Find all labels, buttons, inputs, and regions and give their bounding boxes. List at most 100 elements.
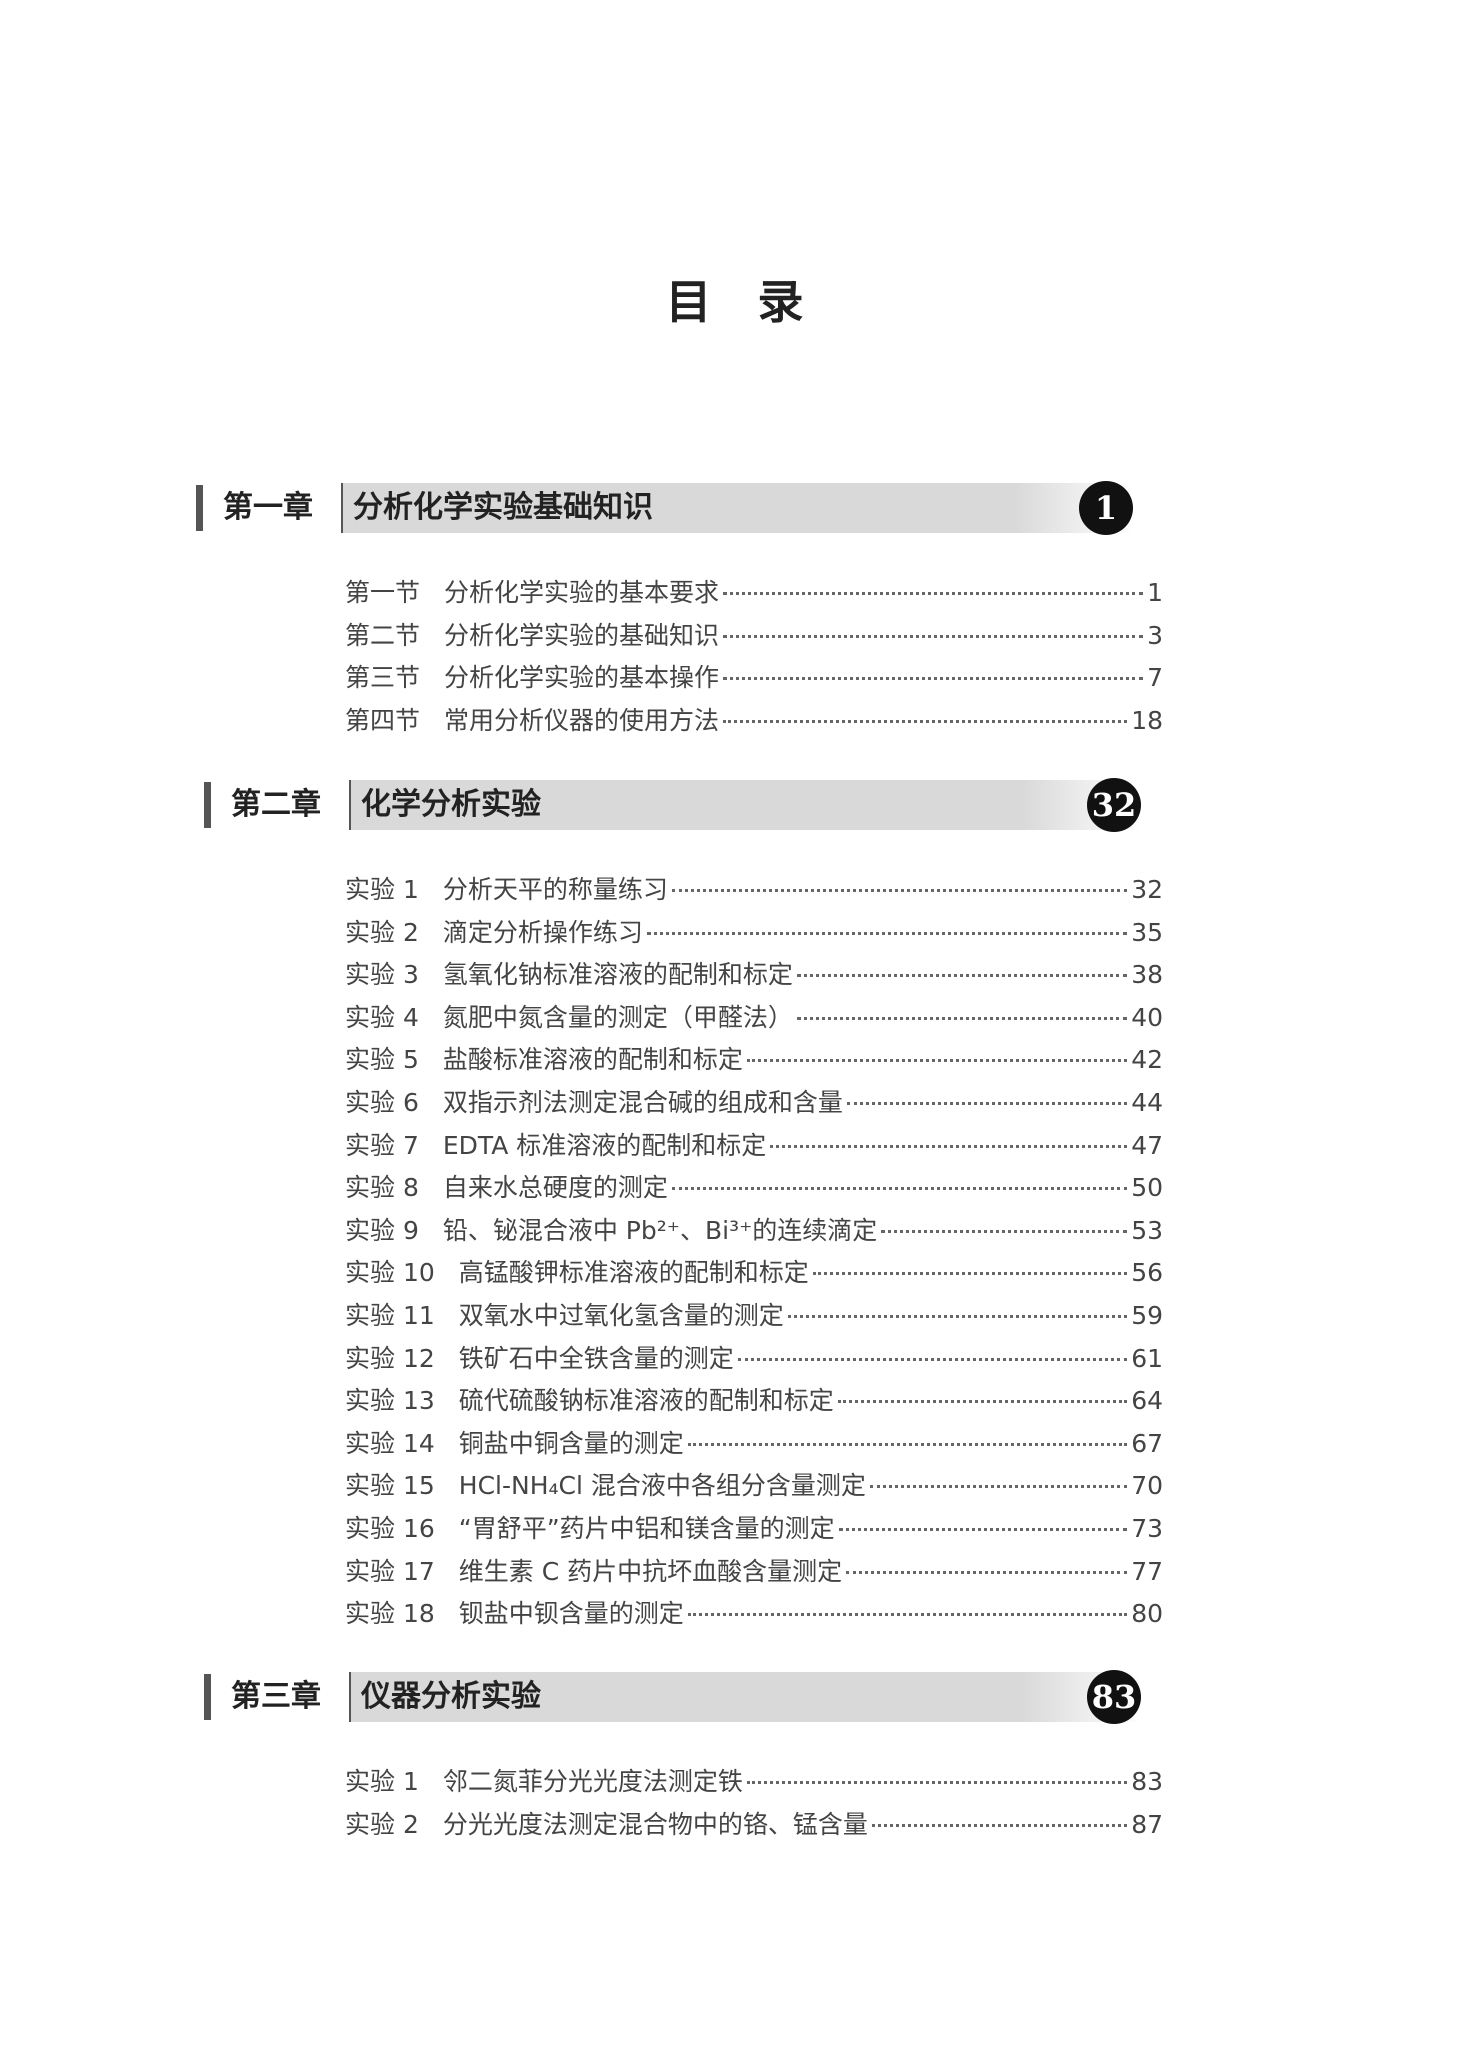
entry-label: 第一节	[345, 578, 421, 607]
entry-page: 47	[1131, 1130, 1163, 1160]
toc-entry: 实验 9 铅、铋混合液中 Pb²⁺、Bi³⁺的连续滴定 53	[345, 1211, 1163, 1251]
dot-leader	[838, 1528, 1128, 1531]
toc-entry: 第四节 常用分析仪器的使用方法 18	[345, 701, 1163, 741]
dot-leader	[770, 1144, 1128, 1148]
dot-leader	[869, 1485, 1128, 1489]
entry-title: 滴定分析操作练习	[442, 917, 643, 947]
toc-entry: 实验 16 “胃舒平”药片中铝和镁含量的测定 73	[345, 1509, 1163, 1549]
toc-entry: 实验 6 双指示剂法测定混合碱的组成和含量 44	[345, 1083, 1163, 1123]
entry-label: 实验 14	[345, 1428, 435, 1458]
entry-label: 实验 15	[345, 1471, 435, 1501]
entry-label: 实验 12	[345, 1343, 435, 1373]
dot-leader	[646, 931, 1128, 935]
entry-label: 第二节	[345, 620, 421, 650]
entry-title: 分光光度法测定混合物中的铬、锰含量	[442, 1809, 868, 1839]
toc-entry: 实验 3 氢氧化钠标准溶液的配制和标定 38	[345, 955, 1163, 995]
toc-entry: 实验 10 高锰酸钾标准溶液的配制和标定 56	[345, 1253, 1163, 1293]
entry-title: 铅、铋混合液中 Pb²⁺、Bi³⁺的连续滴定	[442, 1215, 878, 1245]
entry-label: 实验 4	[345, 1002, 419, 1032]
entry-page: 77	[1131, 1556, 1163, 1586]
entry-title: 硫代硫酸钠标准溶液的配制和标定	[458, 1386, 834, 1416]
chapter-header: 第三章 仪器分析实验 83	[204, 1670, 1184, 1724]
toc-entry: 实验 17 维生素 C 药片中抗坏血酸含量测定 77	[345, 1552, 1163, 1592]
entry-page: 59	[1131, 1301, 1163, 1330]
dot-leader	[746, 1781, 1128, 1784]
chapter-page: 1	[1079, 481, 1133, 535]
entry-title: 邻二氮菲分光光度法测定铁	[442, 1767, 743, 1796]
chapter-title-box: 仪器分析实验 83	[349, 1670, 1141, 1724]
toc-entry: 实验 2 分光光度法测定混合物中的铬、锰含量 87	[345, 1805, 1163, 1845]
entry-label: 实验 16	[345, 1514, 435, 1543]
entry-title: 氢氧化钠标准溶液的配制和标定	[442, 960, 793, 990]
entry-title: 双氧水中过氧化氢含量的测定	[458, 1301, 784, 1330]
entry-page: 18	[1131, 705, 1163, 735]
entry-title: 高锰酸钾标准溶液的配制和标定	[458, 1258, 809, 1288]
entry-page: 50	[1131, 1173, 1163, 1203]
entry-page: 35	[1131, 917, 1163, 947]
entry-label: 实验 1	[345, 1767, 419, 1796]
toc-entry: 实验 18 钡盐中钡含量的测定 80	[345, 1594, 1163, 1634]
entry-page: 61	[1131, 1343, 1163, 1373]
entry-label: 第三节	[345, 663, 421, 693]
chapter-title: 仪器分析实验	[361, 1679, 541, 1714]
dot-leader	[871, 1823, 1128, 1827]
dot-leader	[812, 1272, 1128, 1276]
entry-title: 维生素 C 药片中抗坏血酸含量测定	[458, 1556, 843, 1586]
entry-title: 常用分析仪器的使用方法	[444, 705, 720, 735]
entry-label: 实验 8	[345, 1173, 419, 1203]
dot-leader	[787, 1315, 1128, 1318]
entry-title: 钡盐中钡含量的测定	[458, 1599, 684, 1629]
toc-entry: 实验 11 双氧水中过氧化氢含量的测定 59	[345, 1296, 1163, 1336]
dot-leader	[671, 889, 1128, 892]
dot-leader	[796, 974, 1128, 978]
entry-label: 实验 13	[345, 1386, 435, 1416]
chapter-page: 32	[1087, 778, 1141, 832]
entry-label: 第四节	[345, 705, 421, 735]
toc-title: 目 录	[665, 275, 804, 329]
entry-page: 56	[1131, 1258, 1163, 1288]
entry-title: 双指示剂法测定混合碱的组成和含量	[442, 1088, 843, 1117]
chapter-bar	[196, 485, 203, 531]
chapter-label: 第二章	[231, 787, 321, 822]
chapter-header: 第二章 化学分析实验 32	[204, 778, 1184, 832]
entry-page: 7	[1147, 663, 1163, 693]
toc-entry: 第三节 分析化学实验的基本操作 7	[345, 658, 1163, 698]
entry-page: 67	[1131, 1428, 1163, 1458]
entry-title: 分析化学实验的基础知识	[444, 620, 720, 650]
entry-label: 实验 1	[345, 875, 419, 904]
entry-label: 实验 6	[345, 1088, 419, 1117]
entry-label: 实验 18	[345, 1599, 435, 1629]
entry-label: 实验 5	[345, 1045, 419, 1075]
entry-title: 自来水总硬度的测定	[442, 1173, 668, 1203]
entry-page: 38	[1131, 960, 1163, 990]
entry-label: 实验 2	[345, 1809, 419, 1839]
entry-label: 实验 10	[345, 1258, 435, 1288]
dot-leader	[881, 1229, 1128, 1233]
entry-page: 64	[1131, 1386, 1163, 1416]
entry-title: 盐酸标准溶液的配制和标定	[442, 1045, 743, 1075]
dot-leader	[723, 677, 1144, 681]
chapter-bar	[204, 1674, 211, 1720]
dot-leader	[723, 634, 1144, 638]
entry-label: 实验 9	[345, 1215, 419, 1245]
entry-page: 73	[1131, 1514, 1163, 1543]
entry-page: 32	[1131, 875, 1163, 904]
entry-page: 53	[1131, 1215, 1163, 1245]
entry-title: 铜盐中铜含量的测定	[458, 1428, 684, 1458]
entry-page: 42	[1131, 1045, 1163, 1075]
entry-title: 分析化学实验的基本要求	[444, 578, 720, 607]
dot-leader	[796, 1016, 1128, 1020]
toc-entry: 第二节 分析化学实验的基础知识 3	[345, 616, 1163, 656]
toc-entry: 实验 2 滴定分析操作练习 35	[345, 913, 1163, 953]
dot-leader	[723, 592, 1144, 595]
entry-title: HCl-NH₄Cl 混合液中各组分含量测定	[458, 1471, 866, 1501]
chapter-title: 分析化学实验基础知识	[353, 490, 653, 525]
entry-title: 铁矿石中全铁含量的测定	[458, 1343, 734, 1373]
dot-leader	[737, 1357, 1128, 1361]
toc-entry: 实验 7 EDTA 标准溶液的配制和标定 47	[345, 1126, 1163, 1166]
entry-page: 83	[1131, 1767, 1163, 1796]
entry-label: 实验 3	[345, 960, 419, 990]
chapter-bar	[204, 782, 211, 828]
chapter-label: 第一章	[223, 490, 313, 525]
